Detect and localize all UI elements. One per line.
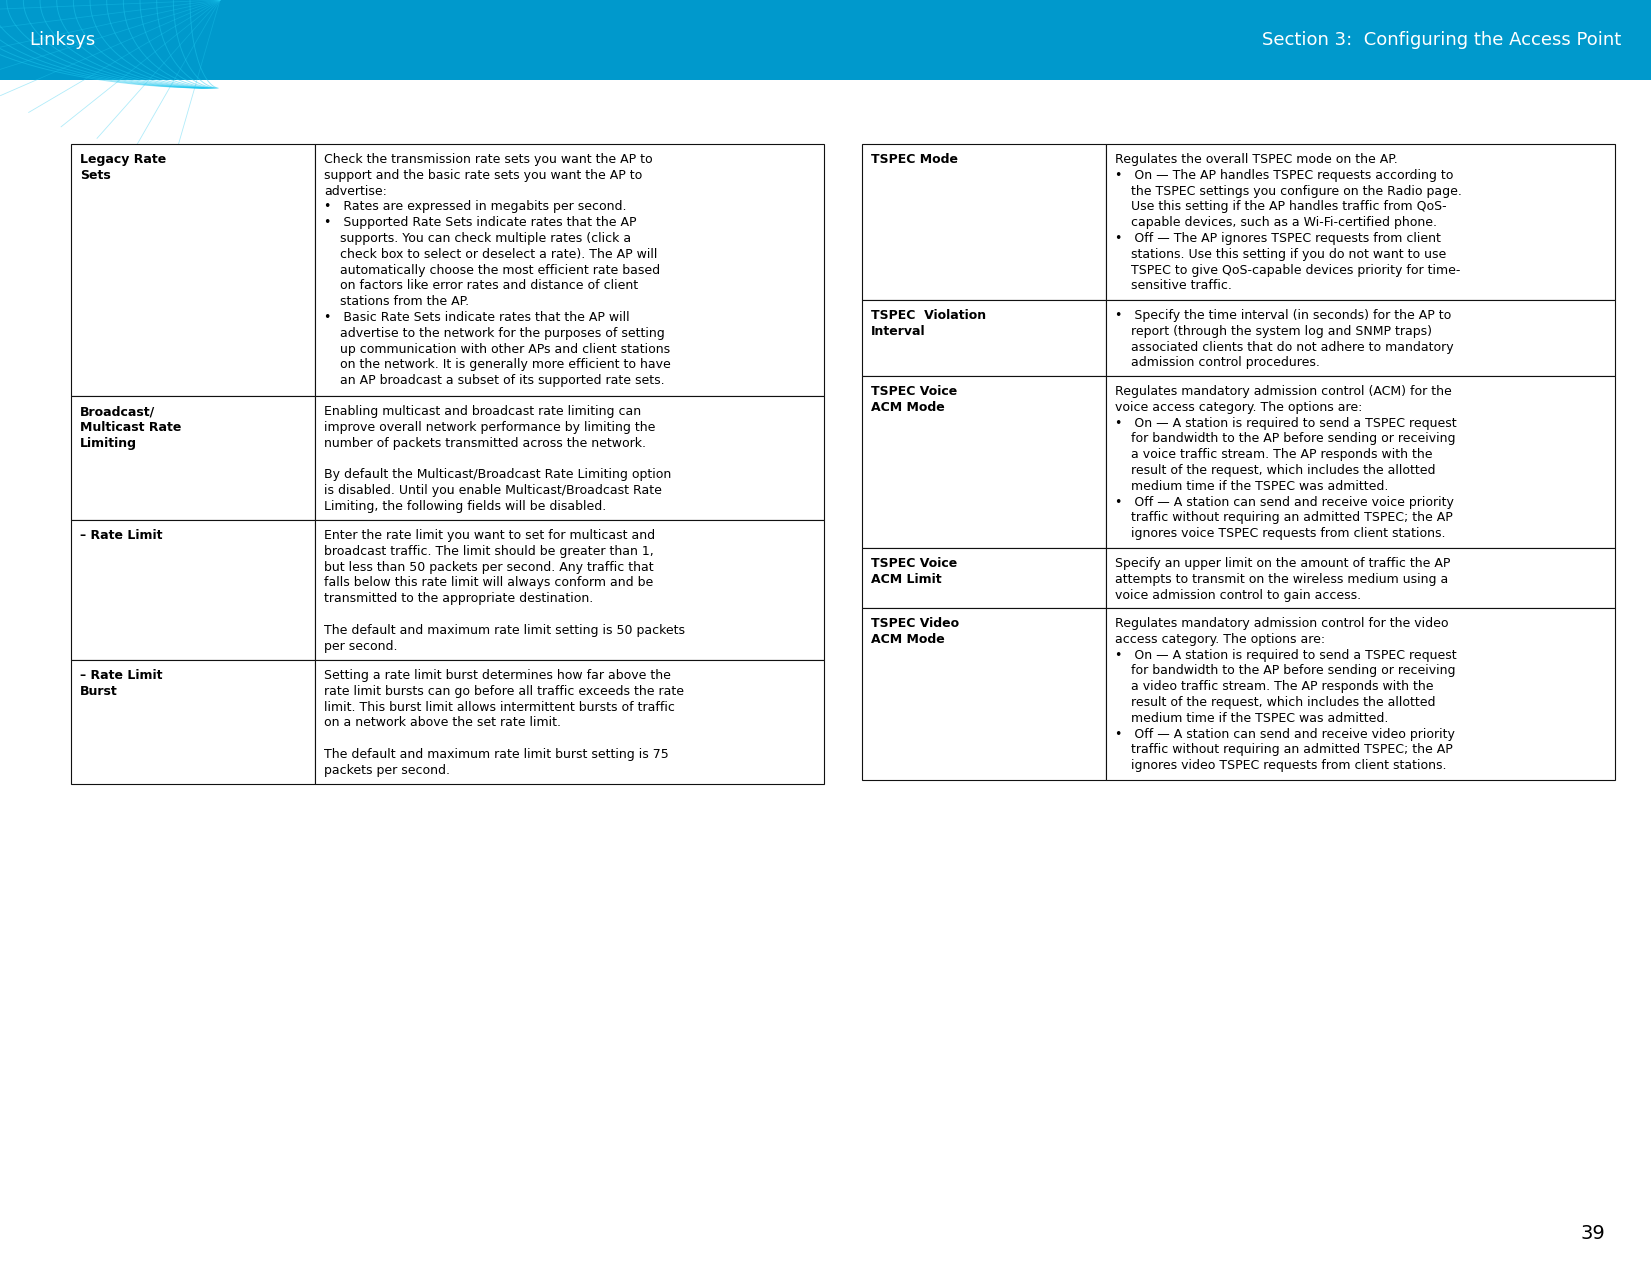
Bar: [0, 0, 1651, 80]
Bar: [1106, 548, 1615, 608]
Text: TSPEC Mode: TSPEC Mode: [870, 153, 958, 166]
Bar: [315, 144, 824, 397]
Text: •   Specify the time interval (in seconds) for the AP to
    report (through the: • Specify the time interval (in seconds)…: [1114, 309, 1455, 370]
Bar: [315, 520, 824, 660]
Bar: [315, 660, 824, 784]
Text: TSPEC Voice
ACM Mode: TSPEC Voice ACM Mode: [870, 385, 958, 414]
Text: – Rate Limit: – Rate Limit: [79, 529, 162, 542]
Text: TSPEC  Violation
Interval: TSPEC Violation Interval: [870, 309, 986, 338]
Text: Enter the rate limit you want to set for multicast and
broadcast traffic. The li: Enter the rate limit you want to set for…: [324, 529, 685, 653]
Text: TSPEC Voice
ACM Limit: TSPEC Voice ACM Limit: [870, 557, 958, 586]
Text: Legacy Rate
Sets: Legacy Rate Sets: [79, 153, 167, 182]
Bar: [862, 376, 1106, 548]
Bar: [71, 520, 315, 660]
Text: Regulates mandatory admission control (ACM) for the
voice access category. The o: Regulates mandatory admission control (A…: [1114, 385, 1456, 541]
Bar: [862, 144, 1106, 300]
Bar: [1106, 608, 1615, 780]
Text: Section 3:  Configuring the Access Point: Section 3: Configuring the Access Point: [1261, 31, 1621, 50]
Bar: [71, 397, 315, 520]
Text: 39: 39: [1580, 1224, 1605, 1243]
Text: Setting a rate limit burst determines how far above the
rate limit bursts can go: Setting a rate limit burst determines ho…: [324, 669, 685, 776]
Bar: [315, 397, 824, 520]
Text: TSPEC Video
ACM Mode: TSPEC Video ACM Mode: [870, 617, 959, 646]
Bar: [862, 548, 1106, 608]
Bar: [862, 608, 1106, 780]
Text: Enabling multicast and broadcast rate limiting can
improve overall network perfo: Enabling multicast and broadcast rate li…: [324, 405, 672, 513]
Text: Specify an upper limit on the amount of traffic the AP
attempts to transmit on t: Specify an upper limit on the amount of …: [1114, 557, 1451, 602]
Text: Linksys: Linksys: [30, 31, 96, 50]
Bar: [862, 300, 1106, 376]
Text: Check the transmission rate sets you want the AP to
support and the basic rate s: Check the transmission rate sets you wan…: [324, 153, 670, 388]
Text: – Rate Limit
Burst: – Rate Limit Burst: [79, 669, 162, 697]
Bar: [71, 660, 315, 784]
Text: Broadcast/
Multicast Rate
Limiting: Broadcast/ Multicast Rate Limiting: [79, 405, 182, 450]
Bar: [1106, 144, 1615, 300]
Bar: [1106, 376, 1615, 548]
Bar: [71, 144, 315, 397]
Text: Regulates mandatory admission control for the video
access category. The options: Regulates mandatory admission control fo…: [1114, 617, 1456, 773]
Bar: [1106, 300, 1615, 376]
Text: Regulates the overall TSPEC mode on the AP.
•   On — The AP handles TSPEC reques: Regulates the overall TSPEC mode on the …: [1114, 153, 1463, 292]
